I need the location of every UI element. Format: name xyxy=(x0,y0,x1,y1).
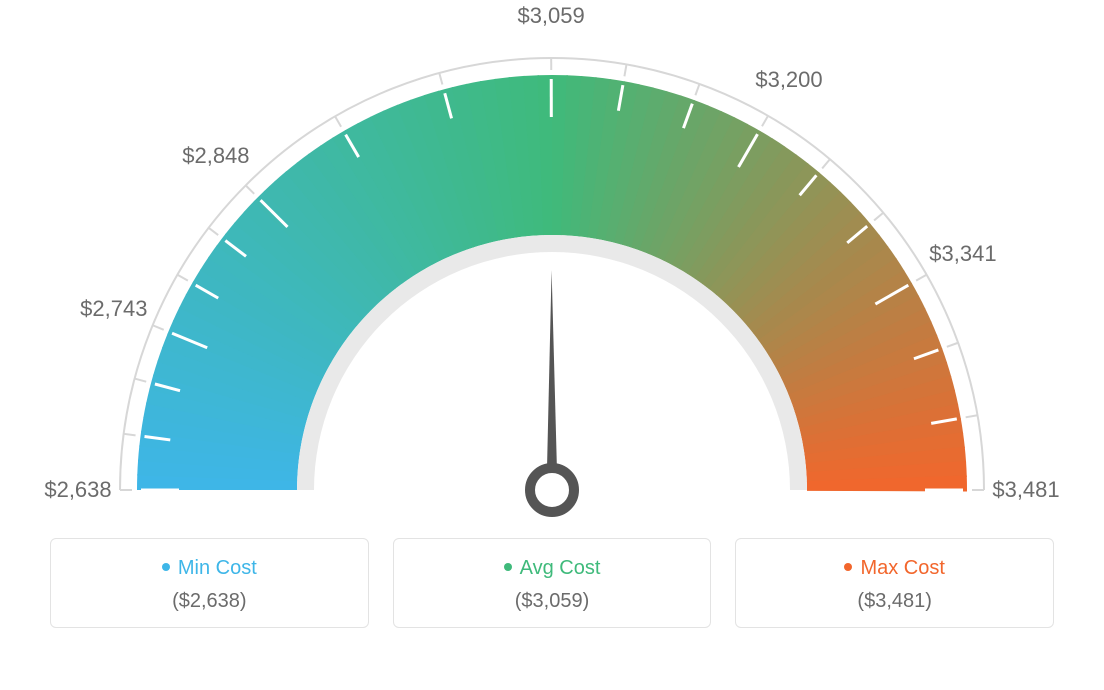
gauge-tick-label: $2,638 xyxy=(44,477,111,503)
legend-row: Min Cost ($2,638) Avg Cost ($3,059) Max … xyxy=(20,538,1084,628)
cost-gauge-chart: $2,638$2,743$2,848$3,059$3,200$3,341$3,4… xyxy=(20,20,1084,670)
legend-title-avg: Avg Cost xyxy=(404,557,701,580)
legend-title-min: Min Cost xyxy=(61,557,358,580)
legend-value-max: ($3,481) xyxy=(746,590,1043,613)
legend-label-max: Max Cost xyxy=(860,557,944,579)
legend-value-min: ($2,638) xyxy=(61,590,358,613)
legend-dot-avg xyxy=(504,563,512,571)
legend-value-avg: ($3,059) xyxy=(404,590,701,613)
legend-label-avg: Avg Cost xyxy=(520,557,601,579)
gauge-tick-label: $3,059 xyxy=(517,3,584,29)
gauge-tick-label: $3,481 xyxy=(992,477,1059,503)
legend-card-max: Max Cost ($3,481) xyxy=(735,538,1054,628)
gauge-tick-label: $2,848 xyxy=(182,143,249,169)
legend-card-min: Min Cost ($2,638) xyxy=(50,538,369,628)
legend-title-max: Max Cost xyxy=(746,557,1043,580)
gauge-tick-label: $2,743 xyxy=(80,296,147,322)
legend-dot-max xyxy=(844,563,852,571)
gauge-area: $2,638$2,743$2,848$3,059$3,200$3,341$3,4… xyxy=(20,20,1084,530)
legend-dot-min xyxy=(162,563,170,571)
legend-label-min: Min Cost xyxy=(178,557,257,579)
gauge-tick-label: $3,341 xyxy=(929,241,996,267)
gauge-svg xyxy=(20,20,1084,530)
gauge-tick-label: $3,200 xyxy=(755,67,822,93)
legend-card-avg: Avg Cost ($3,059) xyxy=(393,538,712,628)
